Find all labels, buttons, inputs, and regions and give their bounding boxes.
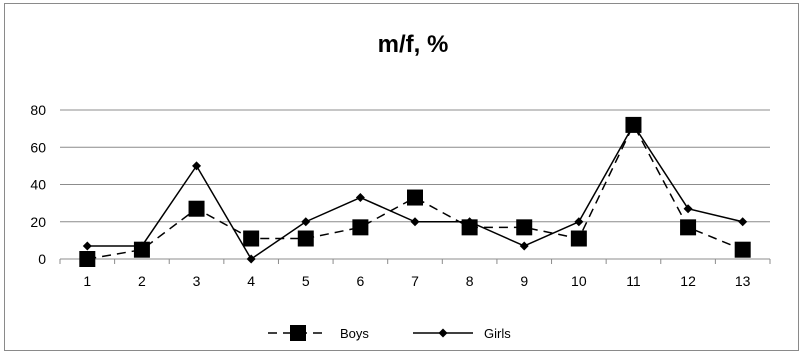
data-point-girls-8: [465, 217, 475, 227]
data-point-girls-5: [301, 217, 311, 227]
data-point-girls-10: [574, 217, 584, 227]
x-tick-label-3: 3: [193, 273, 201, 289]
data-point-boys-10: [570, 230, 587, 247]
data-point-girls-7: [410, 217, 420, 227]
y-tick-label-80: 80: [30, 102, 46, 118]
legend-marker-girls: [438, 328, 448, 338]
y-tick-label-60: 60: [30, 139, 46, 155]
legend-item-boys: Boys: [268, 325, 369, 341]
series-boys: [79, 116, 751, 267]
data-point-girls-12: [683, 204, 693, 214]
data-point-boys-1: [79, 251, 96, 267]
data-point-boys-3: [188, 200, 205, 217]
legend-marker-boys: [290, 325, 306, 341]
data-point-boys-6: [352, 219, 369, 236]
x-tick-label-1: 1: [83, 273, 91, 289]
x-tick-label-12: 12: [680, 273, 696, 289]
data-point-boys-9: [516, 219, 533, 236]
series-girls: [82, 120, 748, 264]
data-point-girls-13: [738, 217, 748, 227]
data-point-girls-3: [192, 161, 202, 171]
legend-label-boys: Boys: [340, 326, 369, 341]
y-tick-label-40: 40: [30, 177, 46, 193]
chart-frame: [4, 3, 799, 351]
data-point-girls-6: [355, 193, 365, 203]
y-tick-label-20: 20: [30, 214, 46, 230]
legend-item-girls: Girls: [413, 326, 511, 341]
x-tick-label-6: 6: [356, 273, 364, 289]
data-point-boys-12: [680, 219, 697, 236]
data-point-girls-1: [82, 241, 92, 251]
legend: Boys Girls: [268, 325, 511, 341]
y-tick-label-0: 0: [38, 251, 46, 267]
data-point-girls-2: [137, 241, 147, 251]
data-point-girls-4: [246, 254, 256, 264]
x-tick-label-2: 2: [138, 273, 146, 289]
x-tick-label-5: 5: [302, 273, 310, 289]
data-point-girls-11: [628, 120, 638, 130]
x-tick-label-8: 8: [466, 273, 474, 289]
series-layer: [79, 116, 751, 267]
x-tick-label-7: 7: [411, 273, 419, 289]
data-point-boys-7: [407, 189, 423, 206]
x-tick-label-10: 10: [571, 273, 587, 289]
chart-title: m/f, %: [378, 31, 449, 58]
x-tick-label-13: 13: [735, 273, 751, 289]
x-tick-label-9: 9: [520, 273, 528, 289]
data-point-boys-4: [243, 230, 260, 247]
data-point-girls-9: [519, 241, 529, 251]
x-tick-label-4: 4: [247, 273, 255, 289]
data-point-boys-13: [734, 241, 751, 258]
data-point-boys-5: [297, 230, 314, 247]
x-tick-label-11: 11: [626, 273, 641, 289]
legend-label-girls: Girls: [484, 326, 511, 341]
